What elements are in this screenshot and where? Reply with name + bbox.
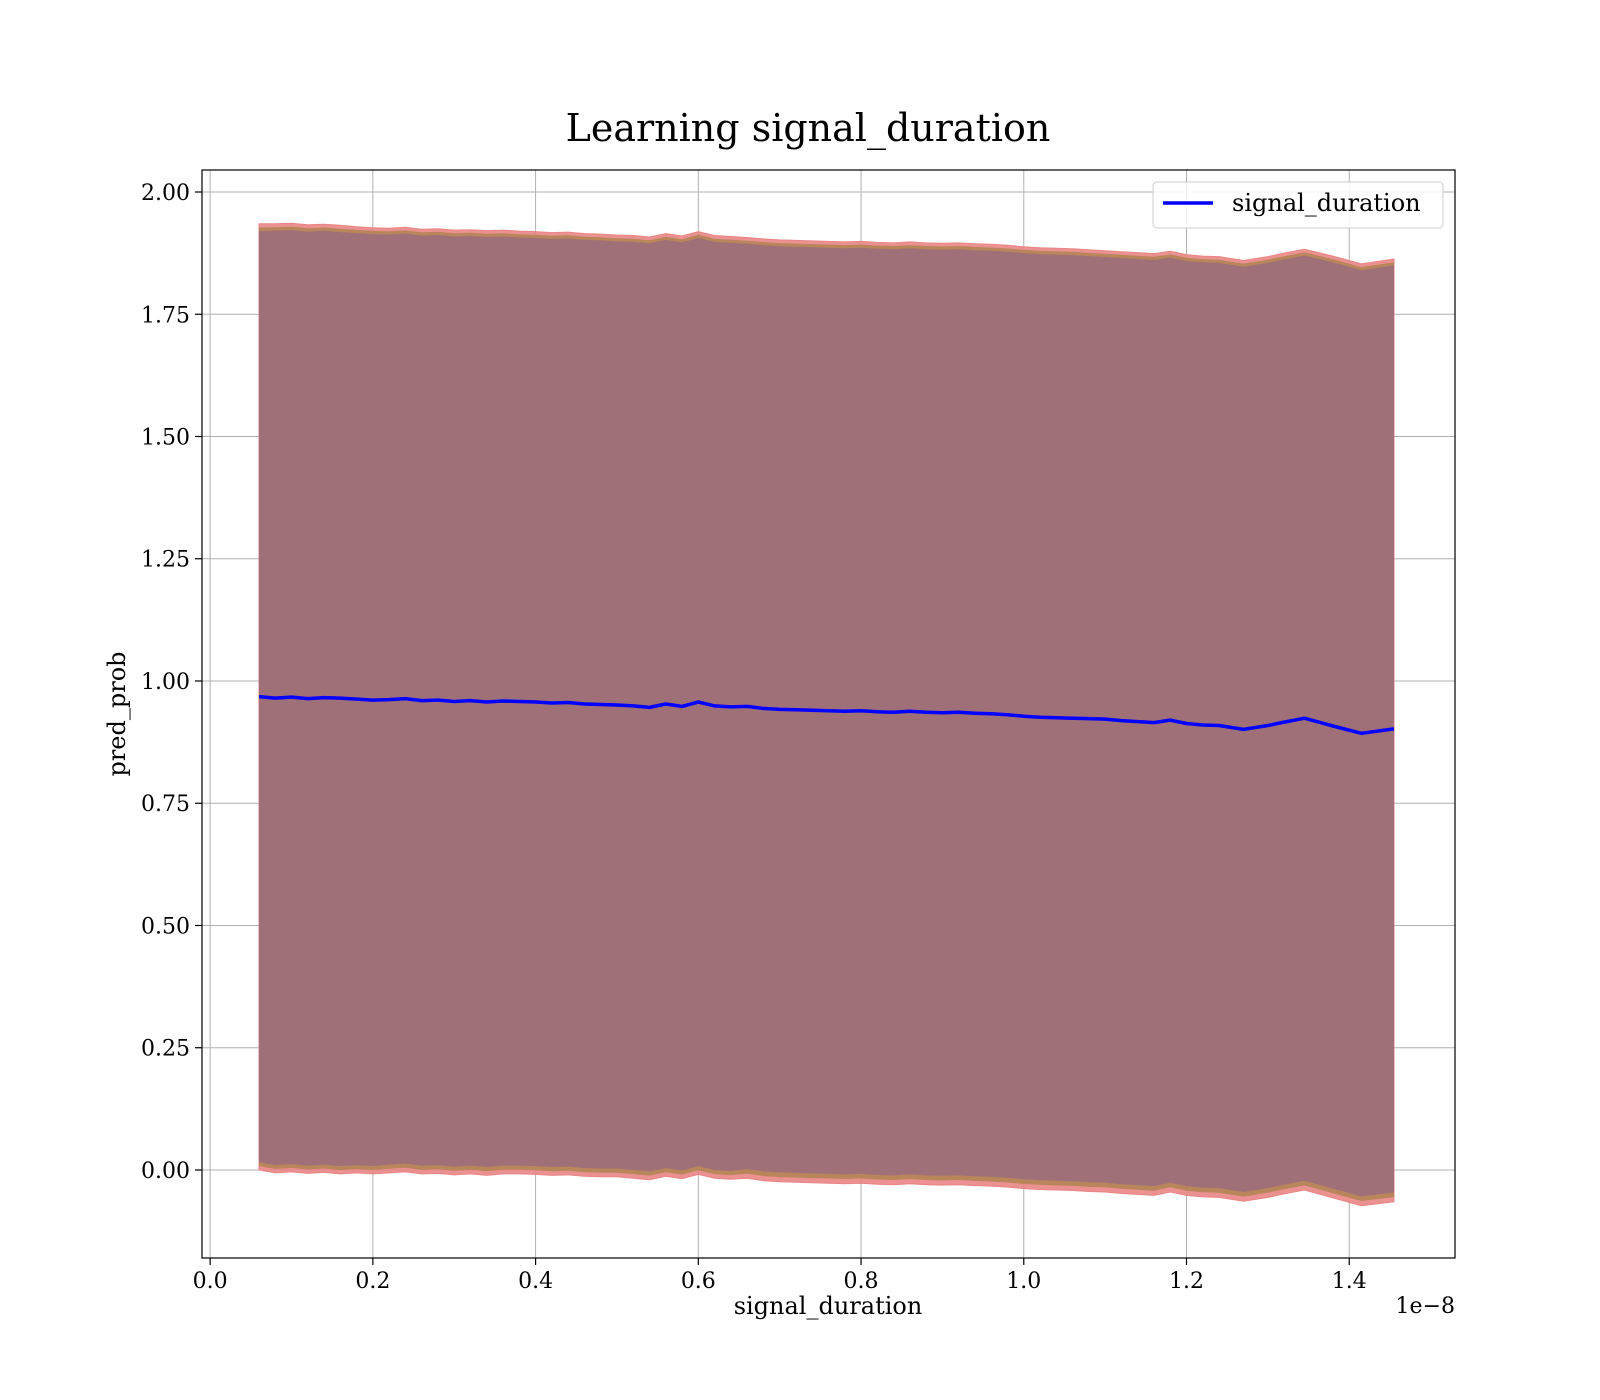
x-axis-label: signal_duration: [734, 1292, 923, 1320]
y-tick-label: 1.00: [141, 670, 190, 695]
x-axis-ticks: 0.0 0.2 0.4 0.6 0.8 1.0 1.2 1.4: [193, 1258, 1367, 1294]
series-lines: [258, 694, 1395, 736]
plot-area: 0.0 0.2 0.4 0.6 0.8 1.0 1.2 1.4 0.00 0.25 0.50 0.7…: [141, 169, 1456, 1294]
legend: signal_duration: [1152, 181, 1444, 229]
y-tick-label: 1.75: [141, 303, 190, 328]
x-tick-label: 0.2: [355, 1269, 390, 1294]
y-axis-label: pred_prob: [103, 651, 131, 776]
x-tick-label: 0.6: [681, 1269, 716, 1294]
x-axis-offset-label: 1e−8: [1396, 1294, 1455, 1319]
x-tick-label: 0.4: [518, 1269, 553, 1294]
series-line: [258, 694, 1395, 736]
y-axis-ticks: 0.00 0.25 0.50 0.75 1.00 1.25 1.50 1.75 2.00: [141, 181, 202, 1184]
x-tick-label: 1.2: [1169, 1269, 1204, 1294]
chart-title: Learning signal_duration: [566, 106, 1051, 151]
x-tick-label: 0.0: [193, 1269, 228, 1294]
confidence-bands: [258, 222, 1395, 1207]
plot-frame: [201, 169, 1456, 1259]
x-tick-label: 1.0: [1006, 1269, 1041, 1294]
y-tick-label: 0.00: [141, 1159, 190, 1184]
x-tick-label: 1.4: [1332, 1269, 1367, 1294]
y-tick-label: 1.25: [141, 548, 190, 573]
y-tick-label: 2.00: [141, 181, 190, 206]
x-tick-label: 0.8: [844, 1269, 879, 1294]
y-tick-label: 1.50: [141, 425, 190, 450]
y-tick-label: 0.75: [141, 792, 190, 817]
y-tick-label: 0.25: [141, 1037, 190, 1062]
legend-box: [1152, 181, 1444, 229]
confidence-band-inner: [259, 230, 1394, 1197]
y-tick-label: 0.50: [141, 914, 190, 939]
legend-label: signal_duration: [1232, 189, 1421, 217]
